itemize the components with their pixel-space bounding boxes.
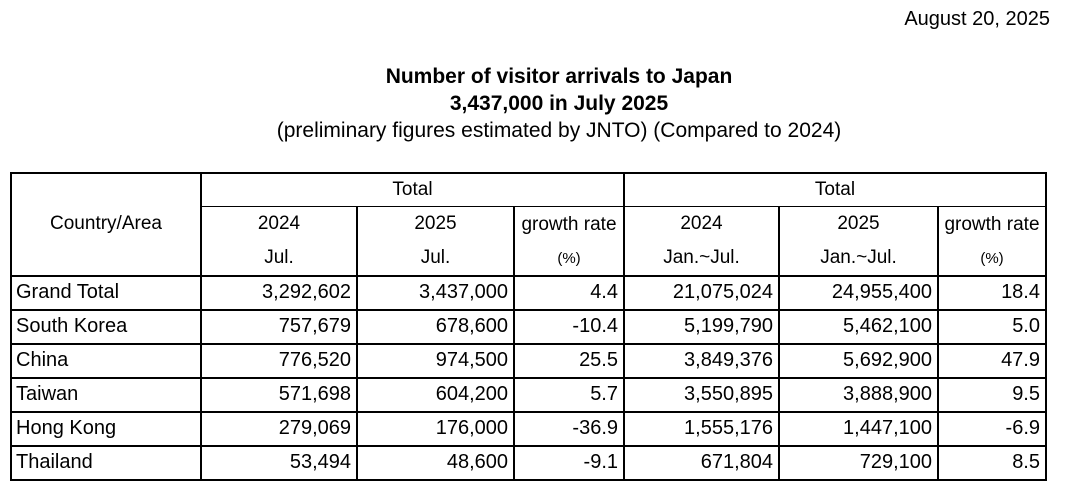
col-header-year: 2024 [680, 212, 723, 234]
header-row-columns: 2024 Jul. 2025 Jul. growth rate (%) 2024 [11, 205, 1047, 277]
country-cell: Thailand [10, 444, 202, 481]
janjul-2024-cell: 5,199,790 [623, 308, 780, 345]
col-header-year: 2025 [837, 212, 880, 234]
col-header-2025-jul: 2025 Jul. [356, 205, 515, 277]
janjul-2025-cell: 24,955,400 [778, 274, 939, 311]
col-header-growth-unit: (%) [980, 250, 1004, 268]
country-cell: Grand Total [10, 274, 202, 311]
growth-janjul-cell: 47.9 [937, 342, 1047, 379]
janjul-2025-cell: 1,447,100 [778, 410, 939, 447]
jul-2024-cell: 53,494 [200, 444, 358, 481]
janjul-2024-cell: 21,075,024 [623, 274, 780, 311]
jul-2024-cell: 776,520 [200, 342, 358, 379]
janjul-2024-cell: 3,849,376 [623, 342, 780, 379]
jul-2024-cell: 571,698 [200, 376, 358, 413]
growth-jul-cell: -36.9 [513, 410, 625, 447]
col-header-growth-monthly: growth rate (%) [513, 205, 625, 277]
visitor-arrivals-table-wrap: Country/Area Total Total 2024 Jul. 2025 … [10, 172, 1047, 481]
janjul-2024-cell: 1,555,176 [623, 410, 780, 447]
janjul-2025-cell: 3,888,900 [778, 376, 939, 413]
growth-janjul-cell: 8.5 [937, 444, 1047, 481]
janjul-2025-cell: 5,692,900 [778, 342, 939, 379]
jul-2024-cell: 279,069 [200, 410, 358, 447]
growth-janjul-cell: -6.9 [937, 410, 1047, 447]
country-cell: Hong Kong [10, 410, 202, 447]
col-header-growth-label: growth rate [944, 213, 1040, 235]
jul-2025-cell: 604,200 [356, 376, 515, 413]
jul-2024-cell: 757,679 [200, 308, 358, 345]
table-row-thailand: Thailand 53,494 48,600 -9.1 671,804 729,… [10, 444, 1047, 481]
col-header-year: 2024 [257, 212, 301, 234]
janjul-2024-cell: 3,550,895 [623, 376, 780, 413]
jul-2025-cell: 3,437,000 [356, 274, 515, 311]
jul-2025-cell: 48,600 [356, 444, 515, 481]
page-title: Number of visitor arrivals to Japan [385, 65, 733, 88]
jul-2024-cell: 3,292,602 [200, 274, 358, 311]
janjul-2024-cell: 671,804 [623, 444, 780, 481]
table-row-south-korea: South Korea 757,679 678,600 -10.4 5,199,… [10, 308, 1047, 345]
country-cell: China [10, 342, 202, 379]
janjul-2025-cell: 729,100 [778, 444, 939, 481]
table-row-china: China 776,520 974,500 25.5 3,849,376 5,6… [10, 342, 1047, 379]
country-cell: Taiwan [10, 376, 202, 413]
country-area-header: Country/Area [10, 172, 202, 277]
col-header-growth-label: growth rate [521, 213, 617, 235]
header-row-groups: Country/Area Total Total [10, 172, 1047, 277]
col-header-period: Jan.~Jul. [663, 246, 740, 268]
country-cell: South Korea [10, 308, 202, 345]
growth-janjul-cell: 5.0 [937, 308, 1047, 345]
col-header-period: Jan.~Jul. [820, 246, 897, 268]
jul-2025-cell: 974,500 [356, 342, 515, 379]
col-header-period: Jul. [264, 246, 294, 268]
growth-jul-cell: 25.5 [513, 342, 625, 379]
growth-jul-cell: 4.4 [513, 274, 625, 311]
jul-2025-cell: 678,600 [356, 308, 515, 345]
table-row-grand-total: Grand Total 3,292,602 3,437,000 4.4 21,0… [10, 274, 1047, 311]
col-header-2024-jul: 2024 Jul. [200, 205, 358, 277]
growth-janjul-cell: 18.4 [937, 274, 1047, 311]
col-header-period: Jul. [420, 246, 451, 268]
report-date: August 20, 2025 [904, 8, 1050, 30]
total-header-monthly: Total [200, 172, 625, 207]
page-title-figure: 3,437,000 in July 2025 [449, 92, 669, 115]
jul-2025-cell: 176,000 [356, 410, 515, 447]
col-header-growth-unit: (%) [557, 250, 581, 268]
visitor-arrivals-table: Country/Area Total Total 2024 Jul. 2025 … [10, 172, 1047, 481]
table-row-hong-kong: Hong Kong 279,069 176,000 -36.9 1,555,17… [10, 410, 1047, 447]
total-header-cumulative: Total [623, 172, 1047, 207]
growth-jul-cell: -9.1 [513, 444, 625, 481]
janjul-2025-cell: 5,462,100 [778, 308, 939, 345]
growth-jul-cell: -10.4 [513, 308, 625, 345]
title-block: Number of visitor arrivals to Japan 3,43… [0, 63, 1068, 144]
col-header-2025-janjul: 2025 Jan.~Jul. [778, 205, 939, 277]
growth-janjul-cell: 9.5 [937, 376, 1047, 413]
table-row-taiwan: Taiwan 571,698 604,200 5.7 3,550,895 3,8… [10, 376, 1047, 413]
col-header-year: 2025 [414, 212, 457, 234]
page-title-note: (preliminary figures estimated by JNTO) … [276, 119, 842, 142]
col-header-growth-cumulative: growth rate (%) [937, 205, 1047, 277]
col-header-2024-janjul: 2024 Jan.~Jul. [623, 205, 780, 277]
growth-jul-cell: 5.7 [513, 376, 625, 413]
